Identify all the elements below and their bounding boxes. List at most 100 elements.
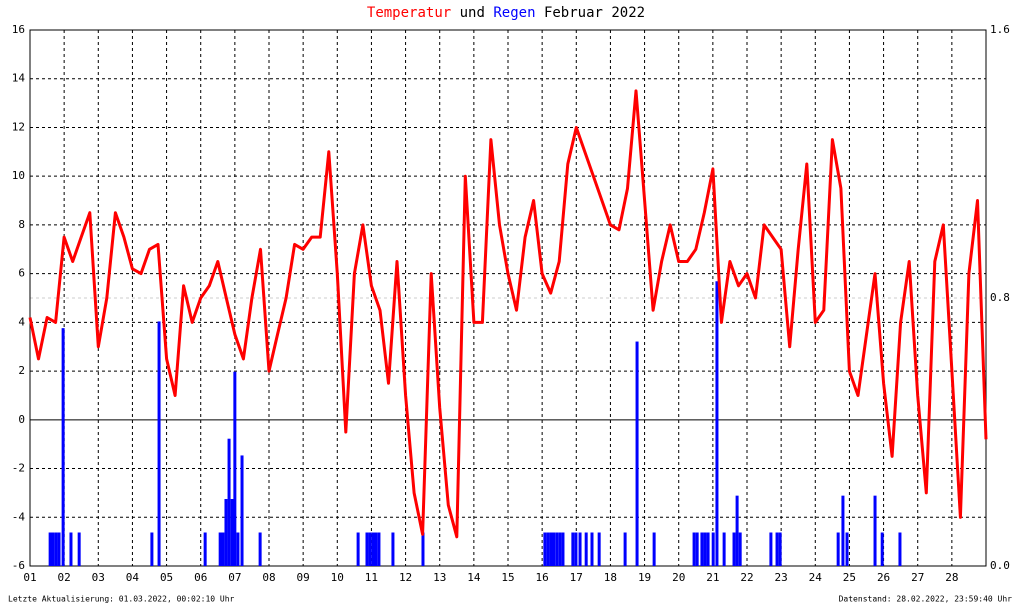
title-temperature: Temperatur: [367, 5, 451, 21]
x-tick-label: 22: [740, 571, 753, 584]
x-tick-label: 03: [92, 571, 105, 584]
rain-bar: [48, 532, 52, 566]
x-tick-label: 10: [331, 571, 344, 584]
x-tick-label: 20: [672, 571, 685, 584]
x-tick-label: 06: [194, 571, 207, 584]
rain-bar: [221, 532, 225, 566]
rain-bar: [695, 532, 699, 566]
y2-tick-label: 0.8: [990, 291, 1010, 304]
x-tick-label: 02: [58, 571, 71, 584]
rain-bar: [240, 455, 244, 566]
rain-bar: [258, 532, 262, 566]
rain-bar: [574, 532, 578, 566]
rain-bar: [841, 495, 845, 566]
x-tick-label: 21: [706, 571, 719, 584]
rain-bar: [549, 532, 553, 566]
x-tick-label: 14: [467, 571, 481, 584]
rain-bar: [769, 532, 773, 566]
rain-bar: [391, 532, 395, 566]
y-tick-label: -6: [12, 559, 25, 572]
rain-bar: [845, 532, 849, 566]
chart-title: Temperatur und Regen Februar 2022: [367, 5, 645, 21]
x-tick-label: 09: [297, 571, 310, 584]
rain-bar: [356, 532, 360, 566]
rain-bar: [692, 532, 696, 566]
rain-bar: [203, 532, 207, 566]
x-tick-label: 28: [945, 571, 958, 584]
rain-bar: [635, 341, 639, 566]
temperature-line: [28, 89, 988, 539]
rain-bar: [898, 532, 902, 566]
y-tick-label: 4: [18, 315, 25, 328]
rain-bar: [61, 328, 65, 566]
x-tick-label: 26: [877, 571, 890, 584]
x-tick-label: 27: [911, 571, 924, 584]
rain-bar: [546, 532, 550, 566]
rain-bar: [236, 532, 240, 566]
rain-bar: [157, 321, 161, 566]
rain-bar: [738, 532, 742, 566]
rain-bar: [57, 532, 61, 566]
x-tick-label: 05: [160, 571, 173, 584]
rain-bar: [711, 532, 715, 566]
rain-bar: [374, 532, 378, 566]
rain-bar: [233, 371, 237, 566]
y-tick-label: -2: [12, 462, 25, 475]
rain-bar: [552, 532, 556, 566]
rain-bar: [230, 499, 234, 566]
x-tick-label: 04: [126, 571, 140, 584]
rain-bar: [722, 532, 726, 566]
plot-frame: [29, 29, 987, 567]
rain-bar: [368, 532, 372, 566]
x-tick-label: 17: [570, 571, 583, 584]
rain-bar: [571, 532, 575, 566]
rain-bar: [150, 532, 154, 566]
rain-bar: [224, 499, 228, 566]
x-tick-label: 11: [365, 571, 378, 584]
y-tick-label: 6: [18, 267, 25, 280]
x-tick-label: 13: [433, 571, 446, 584]
y-tick-label: 14: [12, 72, 26, 85]
y-tick-label: 2: [18, 364, 25, 377]
x-tick-label: 01: [23, 571, 36, 584]
x-tick-label: 12: [399, 571, 412, 584]
y-tick-label: 10: [12, 169, 25, 182]
footer-right: Datenstand: 28.02.2022, 23:59:40 Uhr: [839, 595, 1013, 604]
rain-bar: [558, 532, 562, 566]
rain-bar: [421, 532, 425, 566]
footer-left: Letzte Aktualisierung: 01.03.2022, 00:02…: [8, 595, 235, 604]
rain-bar: [703, 532, 707, 566]
rain-bar: [584, 532, 588, 566]
x-tick-label: 25: [843, 571, 856, 584]
rain-bar: [775, 532, 779, 566]
x-tick-label: 23: [775, 571, 788, 584]
y-tick-label: 12: [12, 120, 25, 133]
rain-bar: [377, 532, 381, 566]
y-tick-label: -4: [12, 510, 26, 523]
rain-bar: [578, 532, 582, 566]
rain-bar: [597, 532, 601, 566]
rain-bar: [69, 532, 73, 566]
rain-bar: [778, 532, 782, 566]
y2-tick-label: 1.6: [990, 23, 1010, 36]
rain-bar: [555, 532, 559, 566]
x-tick-label: 08: [262, 571, 275, 584]
rain-bar: [77, 532, 81, 566]
rain-bar: [218, 532, 222, 566]
rain-bar: [880, 532, 884, 566]
title-connector: und: [460, 5, 485, 21]
rain-bar: [652, 532, 656, 566]
rain-bar: [715, 281, 719, 566]
rain-bar: [700, 532, 704, 566]
rain-bar: [706, 532, 710, 566]
title-period: Februar 2022: [544, 5, 645, 21]
x-tick-label: 24: [809, 571, 823, 584]
rain-bar: [561, 532, 565, 566]
y2-tick-label: 0.0: [990, 559, 1010, 572]
x-tick-label: 19: [638, 571, 651, 584]
y-tick-label: 0: [18, 413, 25, 426]
rain-bar: [365, 532, 369, 566]
x-tick-label: 16: [536, 571, 549, 584]
